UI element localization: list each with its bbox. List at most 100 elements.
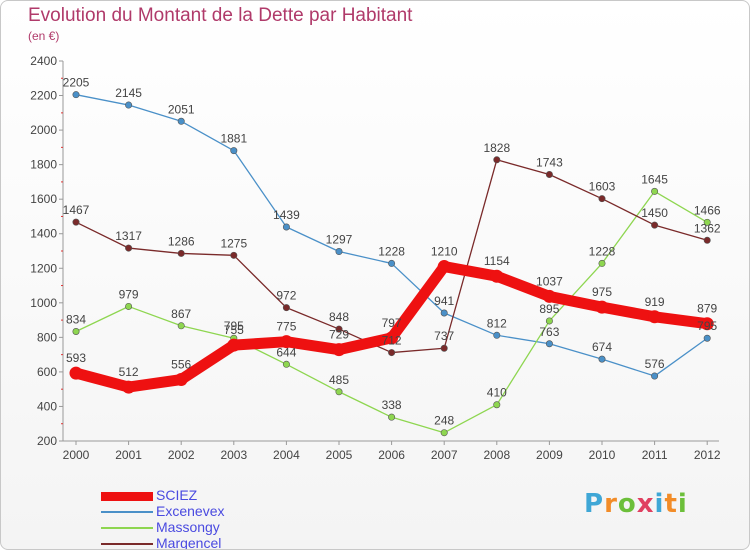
- data-label: 2205: [63, 76, 90, 90]
- legend-swatch: [101, 511, 153, 513]
- data-label: 1645: [641, 172, 668, 186]
- data-point: [227, 338, 241, 352]
- data-label: 975: [592, 285, 612, 299]
- data-point: [545, 317, 553, 325]
- data-label: 979: [119, 287, 139, 301]
- data-label: 729: [329, 328, 349, 342]
- data-label: 644: [276, 345, 296, 359]
- y-tick-label: 2200: [30, 89, 57, 103]
- data-label: 1154: [484, 254, 510, 268]
- data-point: [279, 335, 293, 349]
- data-label: 593: [66, 351, 86, 365]
- data-point: [388, 349, 396, 357]
- data-point: [125, 302, 133, 310]
- data-point: [282, 223, 290, 231]
- data-label: 867: [171, 307, 191, 321]
- data-label: 763: [539, 325, 559, 339]
- y-tick-label: 800: [37, 330, 57, 344]
- data-point: [122, 380, 136, 394]
- y-tick-label: 1400: [30, 227, 57, 241]
- x-tick-label: 2003: [220, 448, 247, 462]
- data-point: [388, 259, 396, 267]
- data-point: [332, 343, 346, 357]
- data-label: 1275: [220, 236, 247, 250]
- x-tick-label: 2004: [273, 448, 300, 462]
- data-label: 1439: [273, 208, 300, 222]
- legend-label: Excenevex: [156, 503, 225, 519]
- data-point: [69, 366, 83, 380]
- y-tick-label: 1200: [30, 261, 57, 275]
- proxiti-logo: Proxiti: [584, 489, 688, 519]
- x-tick-label: 2006: [378, 448, 405, 462]
- data-point: [490, 269, 504, 283]
- data-point: [598, 195, 606, 203]
- data-point: [493, 331, 501, 339]
- data-point: [651, 221, 659, 229]
- legend-swatch: [101, 543, 153, 545]
- data-point: [335, 388, 343, 396]
- data-label: 2145: [115, 86, 142, 100]
- data-point: [72, 327, 80, 335]
- data-label: 1297: [326, 233, 353, 247]
- data-label: 674: [592, 340, 612, 354]
- data-label: 1228: [378, 244, 405, 258]
- logo-letter: t: [664, 489, 678, 519]
- data-label: 737: [434, 329, 454, 343]
- y-tick-label: 1000: [30, 296, 57, 310]
- data-point: [440, 344, 448, 352]
- data-label: 1466: [694, 203, 721, 217]
- data-label: 834: [66, 312, 86, 326]
- data-point: [72, 218, 80, 226]
- data-label: 879: [697, 302, 717, 316]
- data-label: 1286: [168, 234, 195, 248]
- x-tick-label: 2001: [115, 448, 142, 462]
- x-tick-label: 2007: [431, 448, 458, 462]
- y-tick-label: 600: [37, 365, 57, 379]
- data-label: 576: [645, 357, 665, 371]
- data-point: [437, 260, 451, 274]
- data-point: [542, 289, 556, 303]
- data-point: [545, 340, 553, 348]
- legend-swatch: [101, 492, 153, 501]
- y-tick-label: 400: [37, 399, 57, 413]
- x-tick-label: 2005: [326, 448, 353, 462]
- data-point: [177, 322, 185, 330]
- data-point: [174, 373, 188, 387]
- data-point: [598, 259, 606, 267]
- logo-letter: P: [584, 489, 605, 519]
- x-tick-label: 2002: [168, 448, 195, 462]
- data-point: [598, 355, 606, 363]
- data-label: 1828: [483, 141, 510, 155]
- data-label: 1450: [641, 206, 668, 220]
- data-point: [651, 372, 659, 380]
- chart-subtitle: (en €): [28, 29, 60, 43]
- data-point: [648, 310, 662, 324]
- data-point: [703, 236, 711, 244]
- data-label: 1467: [63, 203, 90, 217]
- chart-title: Evolution du Montant de la Dette par Hab…: [28, 5, 413, 26]
- data-point: [493, 401, 501, 409]
- legend-label: SCIEZ: [156, 487, 198, 503]
- data-label: 712: [382, 334, 402, 348]
- data-point: [388, 413, 396, 421]
- data-point: [595, 300, 609, 314]
- y-tick-label: 1600: [30, 192, 57, 206]
- x-tick-label: 2012: [694, 448, 721, 462]
- data-label: 338: [382, 398, 402, 412]
- y-tick-label: 2400: [30, 54, 57, 68]
- data-point: [703, 218, 711, 226]
- y-tick-label: 2000: [30, 123, 57, 137]
- data-label: 812: [487, 316, 507, 330]
- data-label: 556: [171, 358, 191, 372]
- data-point: [385, 331, 399, 345]
- logo-letter: o: [617, 489, 637, 519]
- data-label: 972: [276, 289, 296, 303]
- data-label: 941: [434, 294, 454, 308]
- data-label: 1743: [536, 155, 563, 169]
- data-label: 775: [276, 320, 296, 334]
- data-label: 410: [487, 386, 507, 400]
- data-label: 1362: [694, 221, 721, 235]
- data-label: 1881: [220, 132, 247, 146]
- data-label: 1228: [589, 244, 616, 258]
